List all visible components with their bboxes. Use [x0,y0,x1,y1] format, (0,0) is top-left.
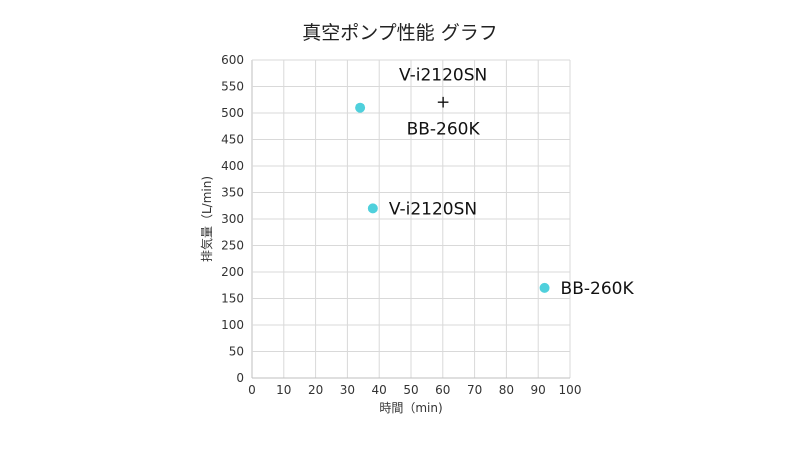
data-point [367,203,378,214]
data-point [355,102,366,113]
y-tick-label: 50 [229,345,244,359]
x-tick-label: 60 [435,383,450,397]
chart-title: 真空ポンプ性能 グラフ [302,22,498,44]
point-label: BB-260K [561,279,635,299]
data-points: V-i2120SN + BB-260K V-i2120SN BB-260K [355,66,634,299]
point-label: V-i2120SN [399,66,487,86]
data-point [539,282,550,293]
x-tick-label: 100 [559,383,582,397]
x-tick-label: 90 [531,383,546,397]
y-tick-label: 150 [221,292,244,306]
y-tick-label: 0 [236,371,244,385]
grid-layer [251,59,571,379]
point-label: BB-260K [407,120,481,140]
x-tick-label: 0 [248,383,256,397]
x-axis-label: 時間（min) [379,401,442,415]
point-label: + [436,93,450,113]
x-tick-label: 30 [340,383,355,397]
x-tick-label: 70 [467,383,482,397]
x-tick-label: 40 [372,383,387,397]
y-axis-label: 排気量（L/min) [199,176,214,262]
y-tick-label: 550 [221,80,244,94]
y-tick-label: 600 [221,53,244,67]
x-tick-label: 50 [403,383,418,397]
y-tick-label: 350 [221,186,244,200]
y-tick-label: 250 [221,239,244,253]
x-tick-label: 80 [499,383,514,397]
y-tick-label: 200 [221,265,244,279]
y-tick-label: 500 [221,106,244,120]
y-tick-label: 400 [221,159,244,173]
tick-labels: 0 10 20 30 40 50 60 70 80 90 100 0 50 100 150 200 250 300… [221,53,581,397]
y-tick-label: 300 [221,212,244,226]
x-tick-label: 20 [308,383,323,397]
y-tick-label: 450 [221,133,244,147]
x-tick-label: 10 [276,383,291,397]
point-label: V-i2120SN [389,199,477,219]
y-tick-label: 100 [221,318,244,332]
